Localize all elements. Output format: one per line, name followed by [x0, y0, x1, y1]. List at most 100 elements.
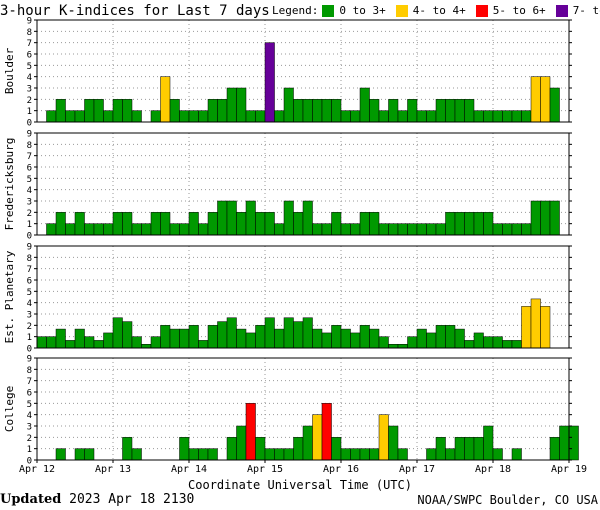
k-bar	[55, 99, 66, 123]
k-bar	[255, 212, 266, 236]
k-bar	[188, 325, 199, 349]
y-tick-label: 5	[27, 175, 32, 185]
x-tick-label: Apr 17	[399, 464, 435, 475]
k-bar	[179, 110, 190, 123]
y-tick-label: 8	[27, 254, 32, 264]
k-bar	[378, 110, 389, 123]
k-bar	[549, 437, 560, 461]
chart-legend: Legend: 0 to 3+ 4- to 4+ 5- to 6+ 7- to …	[272, 3, 600, 19]
k-bar	[255, 325, 266, 349]
k-bar	[112, 212, 123, 236]
k-bar	[445, 212, 456, 236]
k-bar	[568, 425, 579, 461]
k-bar	[502, 110, 513, 123]
k-bar	[464, 212, 475, 236]
k-bar	[293, 99, 304, 123]
k-bar	[207, 448, 218, 461]
data-source: NOAA/SWPC Boulder, CO USA	[417, 493, 598, 507]
y-tick-label: 6	[27, 389, 32, 399]
y-tick-label: 5	[27, 288, 32, 298]
legend-item-label: 0 to 3+	[339, 4, 386, 17]
y-tick-label: 7	[27, 152, 32, 162]
k-bar	[55, 328, 66, 349]
x-tick-label: Apr 13	[95, 464, 131, 475]
k-bar	[359, 212, 370, 236]
y-tick-label: 7	[27, 377, 32, 387]
k-bar	[122, 212, 133, 236]
k-bar	[65, 110, 76, 123]
k-bar	[492, 110, 503, 123]
y-tick-label: 7	[27, 265, 32, 275]
k-bar	[302, 99, 313, 123]
panel-name: Boulder	[3, 47, 16, 94]
y-tick-label: 1	[27, 107, 32, 117]
k-bar	[283, 87, 294, 123]
k-bar	[388, 344, 399, 349]
k-bar	[435, 325, 446, 349]
x-tick-label: Apr 16	[323, 464, 359, 475]
k-bar	[264, 212, 275, 236]
k-bar	[511, 223, 522, 236]
k-bar	[74, 110, 85, 123]
k-bar	[464, 340, 475, 349]
k-bar	[502, 340, 513, 349]
y-tick-label: 2	[27, 209, 32, 219]
k-bar	[321, 332, 332, 349]
k-bar	[492, 336, 503, 349]
k-bar	[331, 325, 342, 349]
k-bar	[416, 328, 427, 349]
k-bar	[340, 448, 351, 461]
k-bar	[397, 448, 408, 461]
legend-item-quiet: 0 to 3+	[318, 3, 386, 19]
k-bar	[207, 212, 218, 236]
panel-name: Fredericksburg	[3, 138, 16, 231]
k-bar	[454, 437, 465, 461]
y-tick-label: 4	[27, 186, 32, 196]
k-bar	[169, 99, 180, 123]
k-bar	[350, 332, 361, 349]
k-bar	[245, 332, 256, 349]
x-axis-label: Coordinate Universal Time (UTC)	[188, 478, 412, 492]
k-bar	[483, 212, 494, 236]
k-bar	[492, 448, 503, 461]
k-bar	[55, 448, 66, 461]
updated-label: Updated	[0, 492, 62, 507]
y-tick-label: 2	[27, 322, 32, 332]
y-tick-label: 6	[27, 277, 32, 287]
panel-frame	[36, 19, 570, 123]
k-bar	[226, 437, 237, 461]
k-bar	[141, 344, 152, 349]
y-tick-label: 0	[27, 119, 32, 129]
y-tick-label: 3	[27, 311, 32, 321]
k-bar	[378, 414, 389, 461]
k-bar	[93, 340, 104, 349]
k-bar	[160, 76, 171, 123]
k-bar	[464, 99, 475, 123]
k-bar	[530, 298, 541, 349]
k-bar	[217, 99, 228, 123]
k-bar	[426, 223, 437, 236]
k-bar	[388, 99, 399, 123]
k-bar	[359, 87, 370, 123]
k-bar	[483, 110, 494, 123]
k-bar	[245, 110, 256, 123]
k-bar	[188, 110, 199, 123]
k-bar	[131, 336, 142, 349]
k-bar	[473, 110, 484, 123]
k-bar	[150, 212, 161, 236]
k-bar	[540, 306, 551, 349]
legend-swatch	[395, 5, 408, 17]
x-tick-label: Apr 19	[551, 464, 587, 475]
k-bar	[283, 317, 294, 349]
k-bar	[264, 317, 275, 349]
k-bar	[302, 425, 313, 461]
chart-title: 3-hour K-indices for Last 7 days	[0, 3, 270, 19]
k-bar	[188, 212, 199, 236]
k-bar	[55, 212, 66, 236]
y-tick-label: 6	[27, 164, 32, 174]
k-bar	[283, 200, 294, 236]
k-bar	[407, 336, 418, 349]
k-bar	[321, 99, 332, 123]
panel-frame	[36, 357, 570, 461]
k-bar	[84, 448, 95, 461]
